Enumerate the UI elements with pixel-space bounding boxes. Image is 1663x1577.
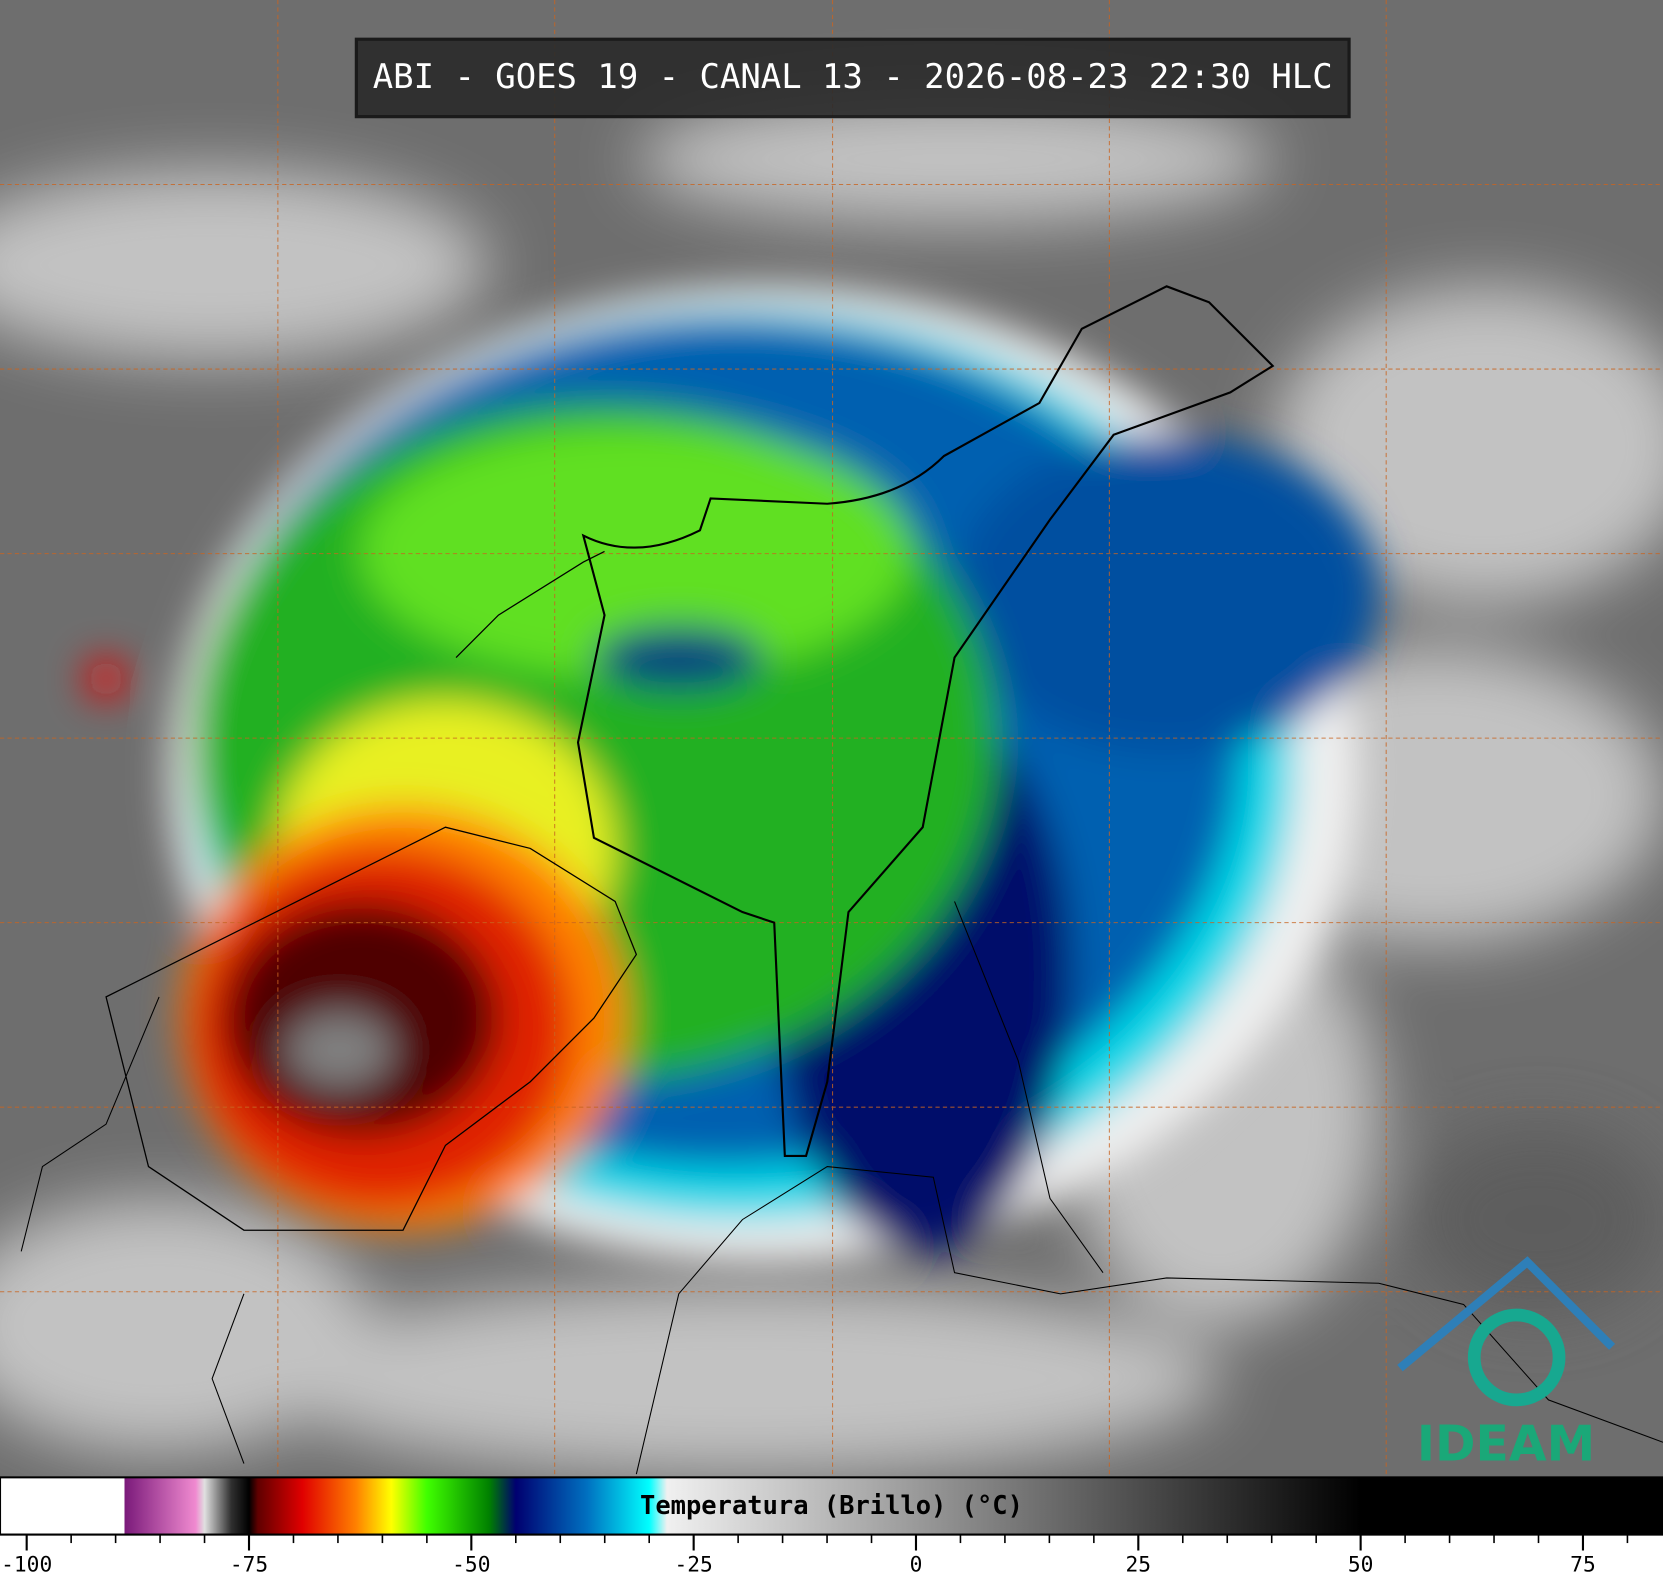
imagery (0, 0, 1663, 1477)
colorbar-label: Temperatura (Brillo) (°C) (640, 1491, 1023, 1521)
tick-label: -75 (230, 1552, 268, 1577)
title: ABI - GOES 19 - CANAL 13 - 2026-08-23 22… (373, 58, 1333, 97)
tick-label: 50 (1348, 1552, 1374, 1577)
colorbar-axis: -100 -75 -50 -25 0 25 50 75 (1, 1534, 1629, 1577)
tick-label: 0 (910, 1552, 923, 1577)
tick-label: 25 (1126, 1552, 1152, 1577)
title-box (354, 37, 1351, 119)
logo-text: IDEAM (1417, 1416, 1595, 1473)
logo: IDEAM (1397, 1256, 1616, 1473)
tick-label: -50 (452, 1552, 490, 1577)
tick-label: -25 (675, 1552, 713, 1577)
tick-label: -100 (1, 1552, 52, 1577)
tick-label: 75 (1570, 1552, 1596, 1577)
colorbar (0, 1476, 1663, 1536)
